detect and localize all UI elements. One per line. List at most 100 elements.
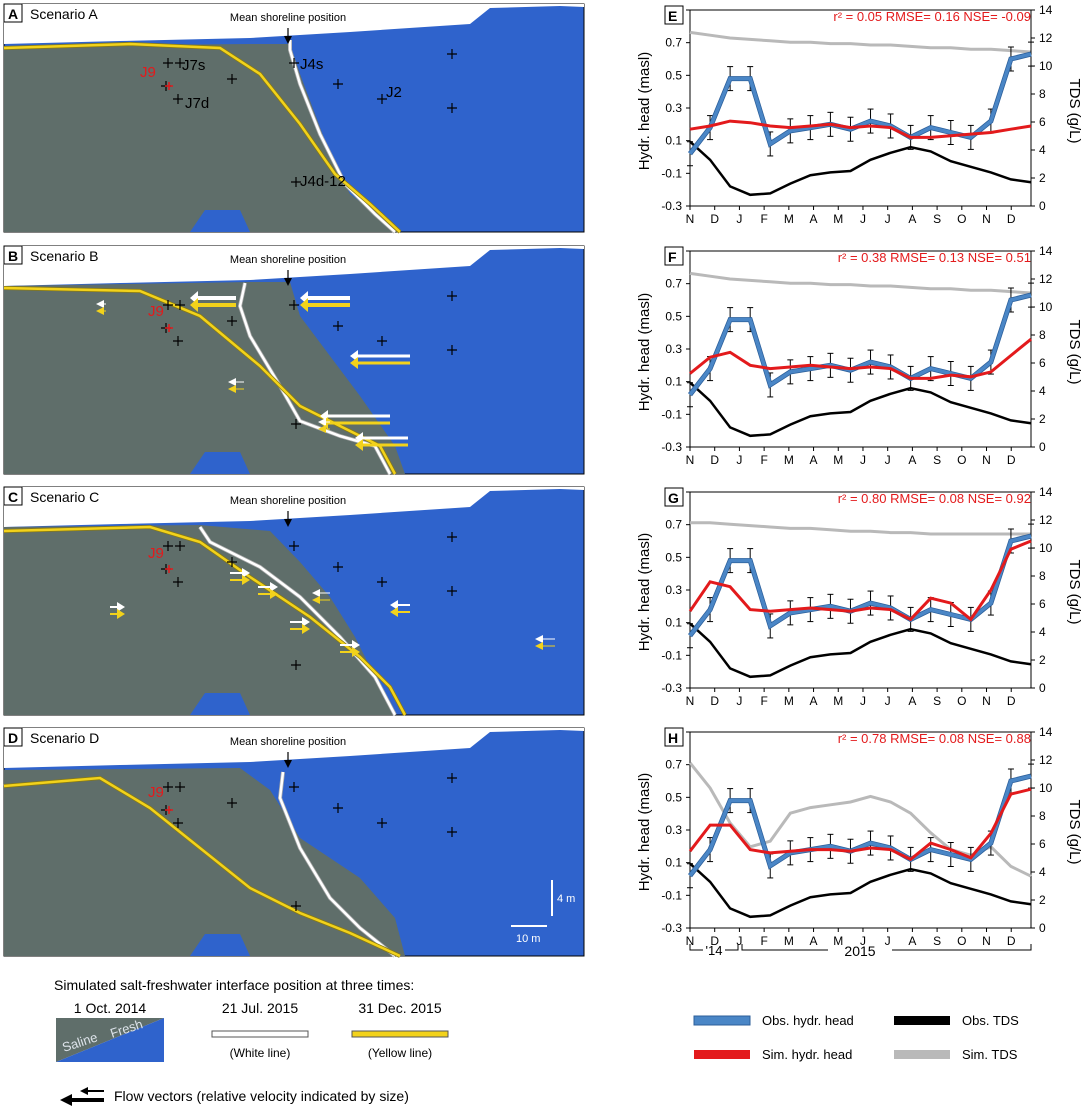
scenario-b-texts: B Scenario B Mean shoreline position J9 [3,245,346,320]
flow-vector-yellow-head [190,298,198,312]
yellow-line-interface [3,42,401,233]
flow-vector-yellow-head [302,624,310,634]
scenario-c-title: Scenario C [30,489,99,505]
well-marker [227,798,237,808]
y2tick-label: 10 [1039,541,1053,555]
panel-label-f: F [668,249,677,265]
ytick-label: -0.3 [661,681,682,695]
y2tick-label: 10 [1039,300,1053,314]
chart-e-labels: E r² = 0.05 RMSE= 0.16 NSE= -0.09 Hydr. … [636,5,1083,170]
xtick-label: F [760,934,767,948]
obs-tds-line [689,622,1032,679]
well-label-j7d: J7d [185,95,209,112]
fresh-lens [190,452,250,474]
ytick-label: -0.1 [661,407,682,421]
xtick-label: D [710,212,719,226]
legend-title: Simulated salt-freshwater interface posi… [54,977,414,993]
chart-h: 0.90.70.50.30.1-0.1-0.314121086420NDJFMA… [661,725,1052,948]
obs-tds-line [689,140,1032,197]
chart-frame [689,731,1032,929]
fresh-lens [190,934,250,956]
well-marker [291,660,301,670]
ytick-label: 0.5 [665,68,682,82]
flow-vector-yellow-head [318,425,326,433]
y2label-f: TDS (g/L) [1066,319,1083,384]
ytick-label: 0.3 [665,823,682,837]
obs-head-line [688,52,1032,155]
flow-vector-yellow-head [350,357,358,369]
shoreline-label-a: Mean shoreline position [230,12,346,24]
flow-vector-white-head [535,635,543,643]
j9-marker [165,82,173,90]
well-marker [377,818,387,828]
xtick-label: D [710,934,719,948]
y2tick-label: 8 [1039,569,1046,583]
well-marker [333,79,343,89]
y2tick-label: 12 [1039,272,1053,286]
well-label-j9-a: J9 [140,64,156,81]
white-line-interface [278,771,396,957]
shoreline-label-d: Mean shoreline position [230,736,346,748]
legend-sim-tds: Sim. TDS [962,1047,1018,1062]
flow-vector-yellow-head [352,647,360,657]
xtick-label: M [784,694,794,708]
y2tick-label: 0 [1039,681,1046,695]
scale-label-horizontal: 10 m [516,933,540,945]
j9-marker [165,806,173,814]
legend-white-line [211,1030,309,1038]
stats-f: r² = 0.38 RMSE= 0.13 NSE= 0.51 [838,250,1031,265]
scale-label-vertical: 4 m [557,893,575,905]
well-marker [173,336,183,346]
xtick-label: M [833,934,843,948]
panel-label-h: H [668,730,678,746]
panel-label-d: D [8,730,18,746]
y2tick-label: 8 [1039,328,1046,342]
y2tick-label: 8 [1039,87,1046,101]
well-label-j9-b: J9 [148,303,164,320]
chart-f-labels: F r² = 0.38 RMSE= 0.13 NSE= 0.51 Hydr. h… [636,246,1083,411]
flow-vector-white-head [228,378,236,386]
chart-g-labels: G r² = 0.80 RMSE= 0.08 NSE= 0.92 Hydr. h… [636,487,1083,651]
well-marker [289,541,299,551]
obs-head-line-outline [688,51,1032,156]
well-marker [163,782,173,792]
well-marker [377,577,387,587]
xtick-label: N [982,453,991,467]
chart-h-labels: H r² = 0.78 RMSE= 0.08 NSE= 0.88 Hydr. h… [636,727,1083,891]
well-marker [333,803,343,813]
obs-head-line-outline [688,773,1032,878]
xtick-label: F [760,212,767,226]
yellow-line-interface [3,776,401,958]
well-marker [377,94,387,104]
y2tick-label: 2 [1039,653,1046,667]
legend-date3: 31 Dec. 2015 [358,1000,441,1016]
time-series-charts: 0.90.70.50.30.1-0.1-0.314121086420NDJFMA… [661,3,1052,948]
well-label-j9-c: J9 [148,545,164,562]
year-brackets: '14 2015 [689,943,1032,959]
flow-vector-white-head [242,568,250,578]
xtick-label: M [833,694,843,708]
legend-flow-vectors: Flow vectors (relative velocity indicate… [114,1088,409,1104]
well-marker [447,103,457,113]
well-marker [291,177,301,187]
legend-date1: 1 Oct. 2014 [74,1000,147,1016]
xtick-label: J [736,453,742,467]
scenario-a-title: Scenario A [30,6,98,22]
obs-head-line [688,534,1032,637]
well-marker [447,586,457,596]
xtick-label: D [1007,694,1016,708]
xtick-label: F [760,453,767,467]
well-marker [175,300,185,310]
y2label-h: TDS (g/L) [1066,799,1083,864]
well-marker [289,300,299,310]
year-label-2014: '14 [706,943,723,958]
y2tick-label: 2 [1039,171,1046,185]
chart-g: 0.90.70.50.30.1-0.1-0.314121086420NDJFMA… [661,485,1052,708]
y2tick-label: 12 [1039,753,1053,767]
well-marker [447,345,457,355]
scenario-map-c [3,486,585,716]
flow-vector-yellow-head [242,575,250,585]
well-marker [447,532,457,542]
y2tick-label: 0 [1039,440,1046,454]
xtick-label: O [957,212,966,226]
